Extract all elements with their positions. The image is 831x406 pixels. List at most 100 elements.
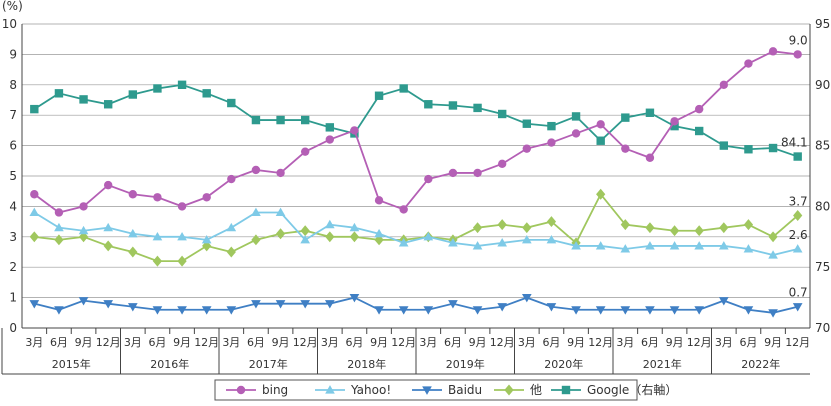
data-point xyxy=(349,294,360,303)
data-point xyxy=(792,244,803,253)
data-point xyxy=(350,126,359,135)
data-point xyxy=(226,306,237,315)
legend-label: Yahoo! xyxy=(350,383,391,397)
x-tick-label: 3月 xyxy=(25,336,43,349)
series-layer xyxy=(29,47,803,318)
legend-label: 他 xyxy=(530,383,542,397)
data-point xyxy=(152,255,163,267)
data-point xyxy=(227,98,236,108)
data-point xyxy=(152,306,163,315)
x-tick-label: 9月 xyxy=(272,336,290,349)
x-year-label: 2016年 xyxy=(150,357,189,371)
data-point xyxy=(54,222,64,232)
data-point xyxy=(694,104,704,114)
data-point xyxy=(177,231,187,241)
data-point xyxy=(522,144,532,153)
data-point xyxy=(79,95,88,104)
data-point xyxy=(128,90,138,99)
x-tick-label: 6月 xyxy=(148,336,166,349)
data-point xyxy=(669,225,680,237)
legend-label: Google（右軸） xyxy=(587,382,677,397)
x-tick-label: 12月 xyxy=(490,336,515,349)
y-right-tick-label: 70 xyxy=(815,321,830,335)
data-point xyxy=(497,159,507,169)
data-point xyxy=(153,84,162,93)
data-point xyxy=(103,240,113,252)
data-point xyxy=(398,238,409,247)
y-right-tick-label: 85 xyxy=(815,139,830,153)
data-point xyxy=(423,231,434,241)
data-point xyxy=(768,309,778,318)
x-tick-label: 3月 xyxy=(715,336,733,349)
data-point xyxy=(251,300,261,309)
data-point xyxy=(399,84,408,93)
data-point xyxy=(127,303,138,312)
legend-item-Baidu: Baidu xyxy=(412,383,482,397)
x-year-label: 2018年 xyxy=(347,357,386,371)
end-labels: 84.1 3.7 2.6 0.7 9.0 xyxy=(781,33,808,299)
data-point xyxy=(448,101,458,110)
data-point xyxy=(719,222,729,234)
data-point xyxy=(78,225,89,235)
y-left-tick-label: 3 xyxy=(9,230,17,244)
end-value-label: 84.1 xyxy=(781,136,808,150)
data-point xyxy=(29,231,39,243)
x-tick-label: 6月 xyxy=(444,336,462,349)
data-point xyxy=(719,80,729,90)
legend-item-Google（右軸）: Google（右軸） xyxy=(551,382,677,397)
data-point xyxy=(448,300,458,309)
series-line xyxy=(33,211,798,256)
data-point xyxy=(546,216,557,228)
data-point xyxy=(718,241,729,250)
legend-item-bing: bing xyxy=(226,383,288,397)
data-point xyxy=(561,385,571,395)
data-point xyxy=(324,219,335,229)
data-point xyxy=(744,59,753,68)
data-point xyxy=(54,208,64,217)
x-tick-label: 9月 xyxy=(567,336,585,349)
data-point xyxy=(596,188,606,200)
data-point xyxy=(300,225,310,237)
data-point xyxy=(424,100,433,109)
end-value-label: 2.6 xyxy=(789,228,808,242)
data-point xyxy=(103,100,113,109)
data-point xyxy=(399,205,408,214)
data-point xyxy=(128,190,138,199)
legend-item-他: 他 xyxy=(494,383,542,397)
data-point xyxy=(30,190,39,199)
series-line xyxy=(33,50,798,214)
data-point xyxy=(620,219,630,231)
end-value-label: 3.7 xyxy=(789,195,808,209)
x-tick-label: 6月 xyxy=(641,336,659,349)
x-year-label: 2022年 xyxy=(741,357,780,371)
data-point xyxy=(472,306,483,315)
y-left-tick-label: 4 xyxy=(9,199,17,213)
data-point xyxy=(497,219,507,231)
x-tick-label: 6月 xyxy=(542,336,560,349)
legend-label: bing xyxy=(262,383,288,397)
y-right-tick-label: 90 xyxy=(815,78,830,92)
data-point xyxy=(694,126,704,136)
data-point xyxy=(521,235,532,244)
x-year-label: 2017年 xyxy=(249,357,288,371)
data-point xyxy=(669,241,680,250)
data-point xyxy=(152,231,163,241)
data-point xyxy=(79,202,88,211)
data-point xyxy=(349,231,360,243)
data-point xyxy=(694,225,704,237)
legend: bing Yahoo! Baidu 他 Google（右軸） xyxy=(214,379,677,401)
data-point xyxy=(103,222,114,232)
data-point xyxy=(596,136,605,145)
gridlines xyxy=(22,23,810,298)
series-bing xyxy=(30,47,802,217)
data-point xyxy=(448,238,458,247)
data-point xyxy=(324,300,335,309)
data-point xyxy=(54,234,64,246)
data-point xyxy=(793,50,802,59)
series-line xyxy=(34,192,799,263)
data-point xyxy=(522,222,532,234)
data-point xyxy=(374,196,384,205)
